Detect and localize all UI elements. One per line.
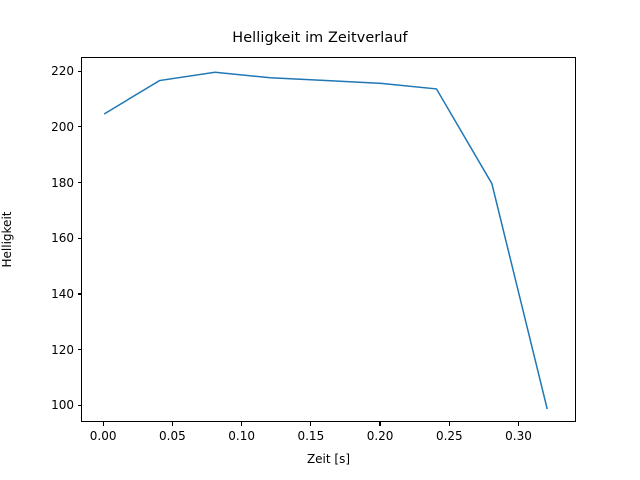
y-axis-tick-mark (77, 181, 81, 184)
x-axis-tick-mark (171, 422, 173, 426)
x-axis-tick-mark (102, 422, 104, 426)
y-axis-label: Helligkeit (0, 211, 14, 268)
x-axis-tick-label: 0.00 (89, 429, 117, 443)
plot-area (81, 57, 576, 422)
x-axis-tick-mark (448, 422, 450, 426)
y-axis-tick-label: 220 (51, 64, 74, 79)
y-axis-tick-label: 140 (51, 286, 74, 301)
x-axis-tick-label: 0.05 (159, 429, 186, 443)
y-axis-tick-mark (77, 126, 81, 128)
y-axis-tick-label: 120 (51, 342, 74, 357)
data-line (103, 71, 548, 410)
x-axis-tick-label: 0.10 (228, 429, 255, 443)
chart-title: Helligkeit im Zeitverlauf (232, 30, 408, 46)
x-axis-tick-mark (379, 422, 381, 426)
y-axis-tick-mark (77, 404, 81, 406)
y-axis-tick-label: 180 (51, 175, 74, 190)
x-axis-tick-label: 0.20 (366, 429, 394, 443)
y-axis-tick-mark (77, 293, 81, 295)
x-axis-tick-mark (310, 422, 312, 426)
y-axis-tick-label: 100 (51, 398, 74, 413)
y-axis-tick-label: 200 (51, 119, 74, 134)
y-axis-tick-label: 160 (51, 231, 74, 246)
line-series-svg (103, 71, 548, 410)
y-axis-tick-mark (77, 237, 81, 239)
x-axis-label: Zeit [s] (306, 452, 351, 466)
x-axis-tick-mark (241, 422, 243, 426)
x-axis-tick-label: 0.30 (505, 429, 532, 443)
x-axis-tick-label: 0.25 (435, 429, 463, 443)
y-axis-tick-mark (77, 349, 81, 351)
x-axis-tick-mark (517, 422, 520, 426)
y-axis-tick-mark (77, 70, 81, 72)
x-axis-tick-label: 0.15 (297, 429, 325, 443)
